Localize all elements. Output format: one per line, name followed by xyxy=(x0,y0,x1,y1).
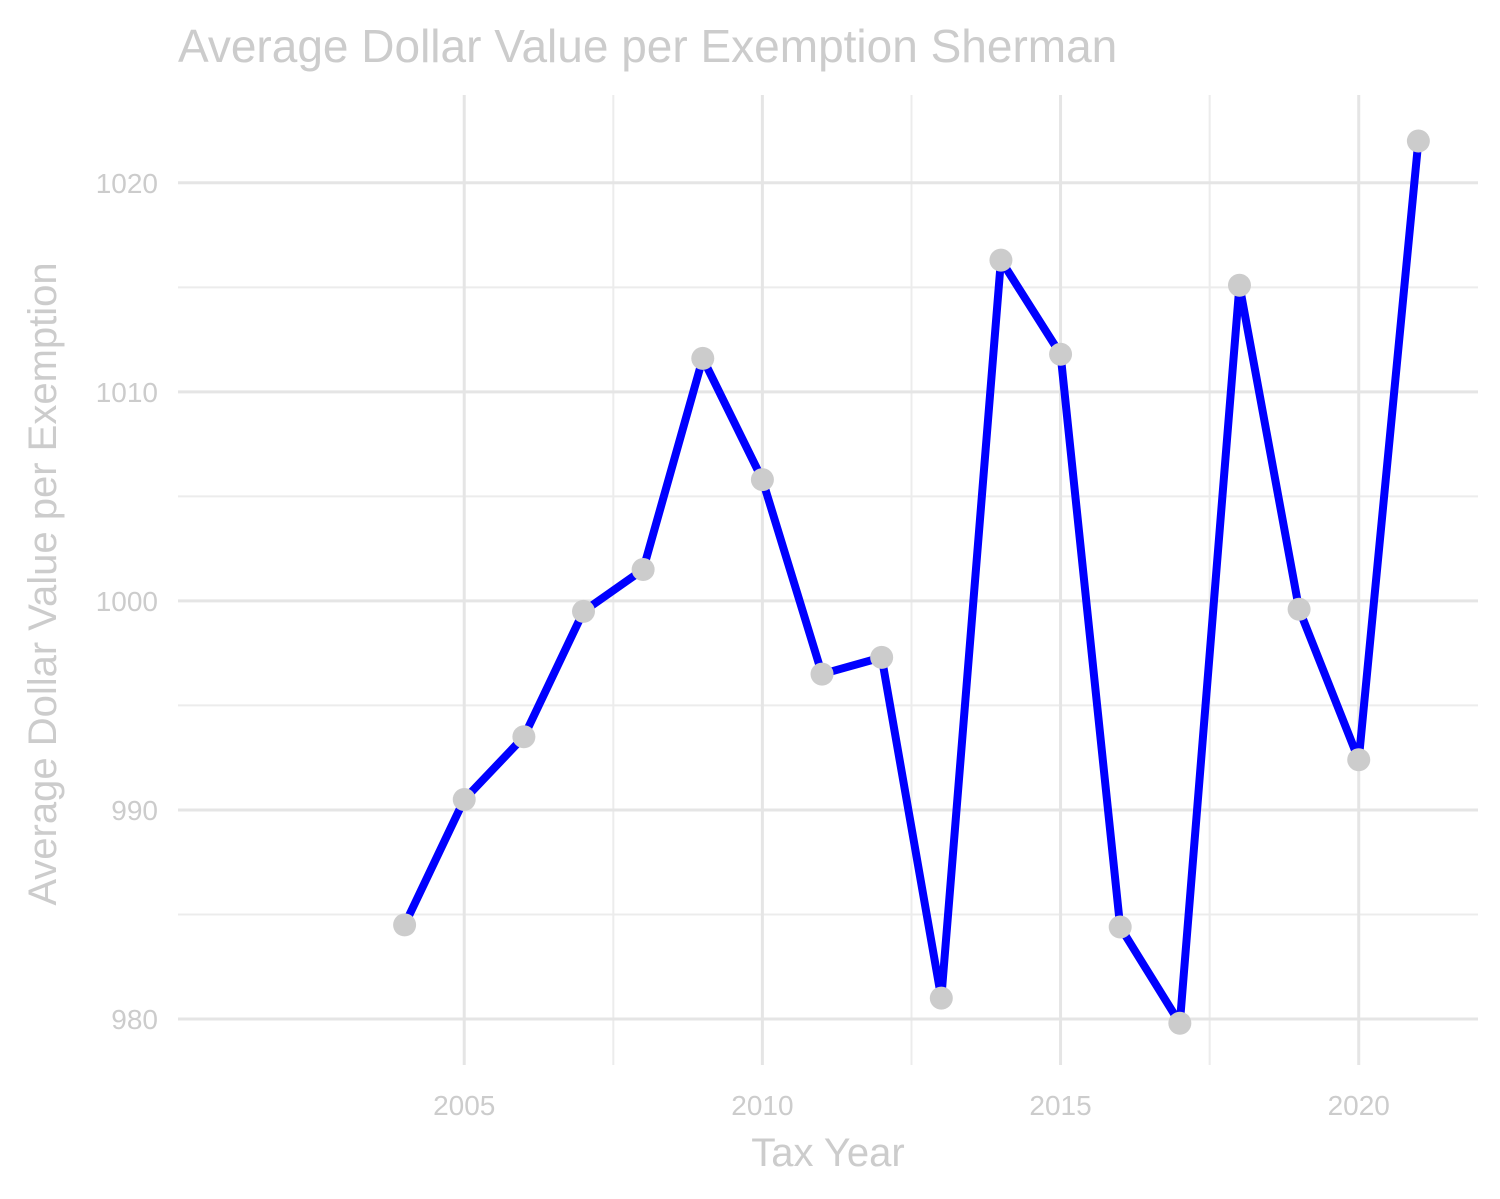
data-point xyxy=(691,346,715,370)
data-point xyxy=(1287,597,1311,621)
data-point xyxy=(1168,1011,1192,1035)
data-point xyxy=(810,662,834,686)
data-point xyxy=(631,558,655,582)
series-line xyxy=(400,140,1423,1028)
data-point xyxy=(989,248,1013,272)
x-tick-label: 2020 xyxy=(1328,1090,1390,1121)
y-tick-label: 980 xyxy=(111,1004,158,1035)
data-point xyxy=(572,599,596,623)
y-tick-label: 1020 xyxy=(96,168,158,199)
data-point xyxy=(1049,342,1073,366)
data-point xyxy=(393,913,417,937)
data-point xyxy=(512,725,536,749)
tick-labels: 980 990 1000 1010 1020 2005 2010 2015 2020 xyxy=(96,168,1390,1121)
data-point xyxy=(1108,915,1132,939)
y-tick-label: 1010 xyxy=(96,377,158,408)
grid xyxy=(178,95,1478,1065)
y-tick-label: 990 xyxy=(111,795,158,826)
data-point xyxy=(750,468,774,492)
data-point xyxy=(870,645,894,669)
series-group xyxy=(393,129,1430,1035)
data-point xyxy=(929,986,953,1010)
x-tick-label: 2005 xyxy=(433,1090,495,1121)
x-axis-title: Tax Year xyxy=(751,1131,904,1175)
data-point xyxy=(1227,273,1251,297)
data-point xyxy=(1406,129,1430,153)
chart-title: Average Dollar Value per Exemption Sherm… xyxy=(178,20,1117,72)
y-axis-title: Average Dollar Value per Exemption xyxy=(21,262,65,905)
x-tick-label: 2015 xyxy=(1029,1090,1091,1121)
x-tick-label: 2010 xyxy=(731,1090,793,1121)
data-point xyxy=(1347,748,1371,772)
y-tick-label: 1000 xyxy=(96,586,158,617)
data-point xyxy=(452,788,476,812)
